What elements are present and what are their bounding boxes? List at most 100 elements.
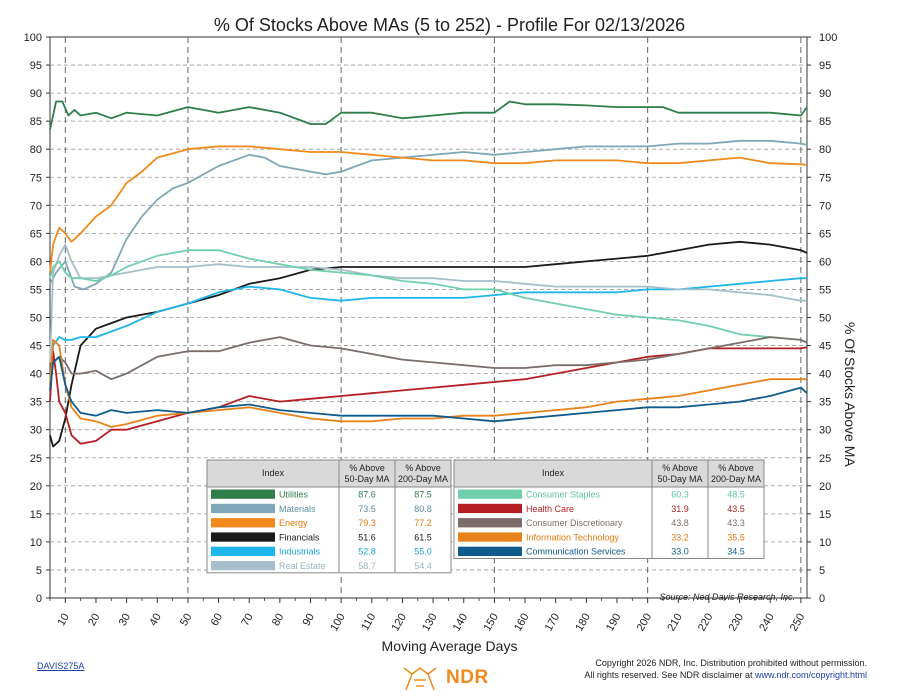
y-tick-label-left: 45: [30, 341, 42, 353]
legend-value-50day: 43.8: [671, 518, 689, 528]
y-tick-label-left: 80: [30, 144, 42, 156]
legend-swatch: [211, 518, 275, 528]
x-tick-label: 120: [389, 612, 409, 634]
x-tick-label: 90: [301, 612, 318, 629]
legend-value-200day: 55.0: [414, 547, 432, 557]
x-tick-label: 190: [604, 612, 624, 634]
y-tick-label-right: 0: [819, 593, 825, 605]
legend-value-200day: 54.4: [414, 561, 432, 571]
legend-value-200day: 48.5: [727, 490, 745, 500]
y-tick-label-right: 95: [819, 60, 831, 72]
y-tick-label-left: 70: [30, 200, 42, 212]
x-tick-label: 20: [86, 612, 103, 629]
copyright-line-1: Copyright 2026 NDR, Inc. Distribution pr…: [595, 658, 867, 668]
y-tick-label-right: 5: [819, 565, 825, 577]
legend-value-50day: 87.6: [358, 490, 376, 500]
legend-value-200day: 34.5: [727, 547, 745, 557]
legend-series-name: Communication Services: [526, 547, 626, 557]
legend-header-bg: [453, 459, 765, 488]
y-tick-label-left: 10: [30, 537, 42, 549]
x-tick-label: 150: [481, 612, 501, 634]
legend-header-index: Index: [262, 468, 285, 478]
legend-series-name: Health Care: [526, 504, 574, 514]
legend-swatch: [211, 546, 275, 556]
legend-value-50day: 58.7: [358, 561, 376, 571]
logo-text: NDR: [446, 667, 489, 688]
legend-value-200day: 43.3: [727, 518, 745, 528]
legend-value-50day: 51.6: [358, 532, 376, 542]
y-tick-label-right: 55: [819, 284, 831, 296]
legend-swatch: [211, 503, 275, 514]
x-tick-label: 100: [328, 612, 348, 634]
series-line-information-technology: [49, 339, 807, 428]
legend-layer: Index % Above 50-Day MA % Above 200-Day MA Ut…: [206, 459, 765, 574]
legend-value-50day: 33.2: [671, 532, 689, 542]
x-tick-label: 110: [359, 612, 378, 633]
y-tick-label-right: 90: [819, 88, 831, 100]
y-tick-label-right: 100: [819, 32, 837, 44]
legend-series-name: Industrials: [279, 547, 321, 557]
legend-value-50day: 73.5: [358, 504, 376, 514]
copyright-link[interactable]: www.ndr.com/copyright.html: [754, 670, 867, 680]
x-tick-label: 220: [696, 612, 716, 634]
legend-header-ma: % Above 50-Day MA: [344, 463, 389, 484]
x-tick-label: 210: [665, 612, 685, 634]
legend-value-50day: 31.9: [671, 504, 689, 514]
x-tick-label: 170: [543, 612, 563, 634]
legend-swatch: [211, 532, 275, 542]
y-tick-label-right: 80: [819, 144, 831, 156]
legend-header-ma: % Above 200-Day MA: [398, 463, 448, 484]
y-tick-label-right: 45: [819, 341, 831, 353]
x-tick-label: 40: [147, 612, 164, 629]
y-tick-label-right: 30: [819, 425, 831, 437]
legend-swatch: [211, 489, 275, 499]
y-tick-label-left: 90: [30, 88, 42, 100]
y-tick-label-left: 95: [30, 60, 42, 72]
y-tick-label-right: 70: [819, 200, 831, 212]
y-tick-label-left: 75: [30, 172, 42, 184]
y-tick-label-left: 100: [24, 32, 42, 44]
chart-title: % Of Stocks Above MAs (5 to 252) - Profi…: [213, 15, 686, 35]
y-tick-label-right: 25: [819, 453, 831, 465]
y-tick-label-left: 60: [30, 256, 42, 268]
legend-swatch: [458, 532, 522, 542]
y-tick-label-right: 85: [819, 116, 831, 128]
y-tick-label-left: 30: [30, 425, 42, 437]
x-tick-label: 250: [788, 612, 808, 634]
source-note: Source: Ned Davis Research, Inc.: [659, 592, 795, 602]
y-tick-label-left: 50: [30, 313, 42, 325]
x-tick-label: 180: [573, 612, 593, 634]
y-tick-label-right: 20: [819, 481, 831, 493]
series-line-energy: [49, 145, 808, 273]
copyright-notice: Copyright 2026 NDR, Inc. Distribution pr…: [584, 657, 867, 681]
x-axis-label: Moving Average Days: [381, 638, 518, 654]
legend-value-50day: 79.3: [358, 518, 376, 528]
y-tick-label-left: 25: [30, 453, 42, 465]
y-tick-label-left: 20: [30, 481, 42, 493]
series-line-utilities: [49, 100, 808, 130]
series-line-consumer-discretionary: [49, 336, 808, 391]
series-line-financials: [49, 240, 808, 448]
copyright-prefix: All rights reserved. See NDR disclaimer …: [584, 670, 755, 680]
y-tick-label-left: 65: [30, 228, 42, 240]
y-tick-label-right: 50: [819, 313, 831, 325]
legend-header-ma: % Above 200-Day MA: [711, 463, 761, 484]
x-tick-label: 50: [178, 612, 195, 629]
legend-value-200day: 43.5: [727, 504, 745, 514]
copyright-line-2: All rights reserved. See NDR disclaimer …: [584, 669, 867, 681]
legend-value-200day: 61.5: [414, 532, 432, 542]
x-tick-label: 200: [635, 612, 655, 634]
y-tick-label-left: 15: [30, 509, 42, 521]
series-line-health-care: [49, 346, 808, 445]
y-tick-label-right: 40: [819, 369, 831, 381]
legend-swatch: [458, 518, 522, 528]
series-line-communication-services: [49, 355, 808, 423]
legend-header-ma: % Above 50-Day MA: [657, 463, 702, 484]
chart-id-link[interactable]: DAVIS275A: [37, 661, 85, 671]
y-tick-label-right: 10: [819, 537, 831, 549]
y-tick-label-right: 35: [819, 397, 831, 409]
y-tick-label-left: 5: [36, 565, 42, 577]
series-line-consumer-staples: [49, 249, 808, 344]
